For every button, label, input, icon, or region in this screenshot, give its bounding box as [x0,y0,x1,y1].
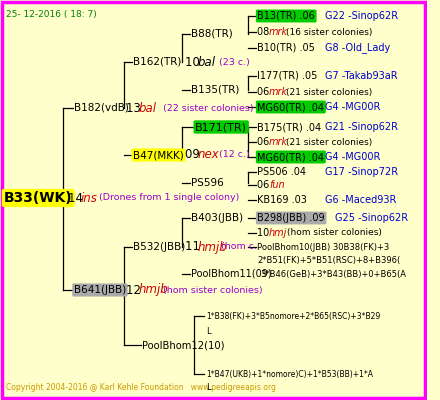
Text: 10: 10 [257,228,273,238]
Text: (Drones from 1 single colony): (Drones from 1 single colony) [99,194,239,202]
Text: 13: 13 [126,102,145,114]
Text: B135(TR): B135(TR) [191,85,240,95]
Text: KB169 .03: KB169 .03 [257,195,307,205]
Text: 3*B46(GeB)+3*B43(BB)+0+B65(A: 3*B46(GeB)+3*B43(BB)+0+B65(A [260,270,406,278]
Text: B532(JBB): B532(JBB) [133,242,185,252]
Text: B162(TR): B162(TR) [133,57,181,67]
Text: 06: 06 [257,87,273,97]
Text: hmj: hmj [269,228,287,238]
Text: 08: 08 [257,27,273,37]
Text: B175(TR) .04: B175(TR) .04 [257,122,322,132]
Text: B47(MKK): B47(MKK) [133,150,184,160]
Text: B88(TR): B88(TR) [191,29,233,39]
Text: (hom sister colonies): (hom sister colonies) [163,286,263,294]
Text: 1*B38(FK)+3*B5nomore+2*B65(RSC)+3*B29: 1*B38(FK)+3*B5nomore+2*B65(RSC)+3*B29 [206,312,380,320]
Text: (12 c.): (12 c.) [216,150,249,160]
Text: fun: fun [269,180,285,190]
Text: (21 sister colonies): (21 sister colonies) [286,88,372,96]
Text: L: L [206,384,210,392]
Text: bal: bal [197,56,215,68]
Text: PS596: PS596 [191,178,224,188]
Text: B10(TR) .05: B10(TR) .05 [257,43,315,53]
Text: 09: 09 [184,148,203,162]
Text: 2*B51(FK)+5*B51(RSC)+8+B396(: 2*B51(FK)+5*B51(RSC)+8+B396( [257,256,400,264]
Text: (hom sister colonies): (hom sister colonies) [287,228,382,238]
Text: PoolBhom10(JBB) 30B38(FK)+3: PoolBhom10(JBB) 30B38(FK)+3 [257,242,389,252]
Text: (22 sister colonies): (22 sister colonies) [158,104,254,112]
Text: Copyright 2004-2016 @ Karl Kehle Foundation   www.pedigreeapis.org: Copyright 2004-2016 @ Karl Kehle Foundat… [6,383,276,392]
Text: G7 -Takab93aR: G7 -Takab93aR [325,71,398,81]
Text: ins: ins [81,192,98,204]
Text: G8 -Old_Lady: G8 -Old_Lady [325,42,391,54]
Text: (21 sister colonies): (21 sister colonies) [286,138,372,146]
Text: G21 -Sinop62R: G21 -Sinop62R [325,122,398,132]
Text: MG60(TR) .04: MG60(TR) .04 [257,152,324,162]
Text: B403(JBB): B403(JBB) [191,213,243,223]
Text: B33(WK): B33(WK) [4,191,73,205]
Text: (16 sister colonies): (16 sister colonies) [286,28,372,36]
Text: mrk: mrk [269,87,288,97]
Text: G4 -MG00R: G4 -MG00R [325,152,381,162]
Text: (23 c.): (23 c.) [216,58,249,66]
Text: B171(TR): B171(TR) [195,122,247,132]
Text: 14: 14 [68,192,87,204]
Text: 10: 10 [184,56,203,68]
Text: hmjb: hmjb [139,284,169,296]
Text: 11: 11 [184,240,203,254]
Text: G6 -Maced93R: G6 -Maced93R [325,195,397,205]
Text: hmjb: hmjb [197,240,227,254]
Text: bal: bal [139,102,157,114]
Text: PoolBhom11(09): PoolBhom11(09) [191,269,272,279]
Text: (hom c.: (hom c. [221,242,257,252]
Text: MG60(TR) .04: MG60(TR) .04 [257,102,324,112]
Text: mrk: mrk [269,27,288,37]
Text: nex: nex [197,148,219,162]
Text: B298(JBB) .09: B298(JBB) .09 [257,213,325,223]
Text: 06: 06 [257,137,273,147]
Text: 25- 12-2016 ( 18: 7): 25- 12-2016 ( 18: 7) [6,10,96,19]
Text: G22 -Sinop62R: G22 -Sinop62R [325,11,399,21]
Text: B182(vdB): B182(vdB) [74,103,128,113]
Text: I177(TR) .05: I177(TR) .05 [257,71,318,81]
Text: L: L [206,326,210,336]
Text: mrk: mrk [269,137,288,147]
Text: G4 -MG00R: G4 -MG00R [325,102,381,112]
Text: PS506 .04: PS506 .04 [257,167,306,177]
Text: PoolBhom12(10): PoolBhom12(10) [142,340,224,350]
Text: B641(JBB): B641(JBB) [74,285,126,295]
Text: B13(TR) .06: B13(TR) .06 [257,11,315,21]
Text: 1*B47(UKB)+1*nomore)C)+1*B53(BB)+1*A: 1*B47(UKB)+1*nomore)C)+1*B53(BB)+1*A [206,370,373,378]
Text: 06: 06 [257,180,273,190]
Text: 12: 12 [126,284,145,296]
Text: G25 -Sinop62R: G25 -Sinop62R [335,213,408,223]
Text: G17 -Sinop72R: G17 -Sinop72R [325,167,399,177]
